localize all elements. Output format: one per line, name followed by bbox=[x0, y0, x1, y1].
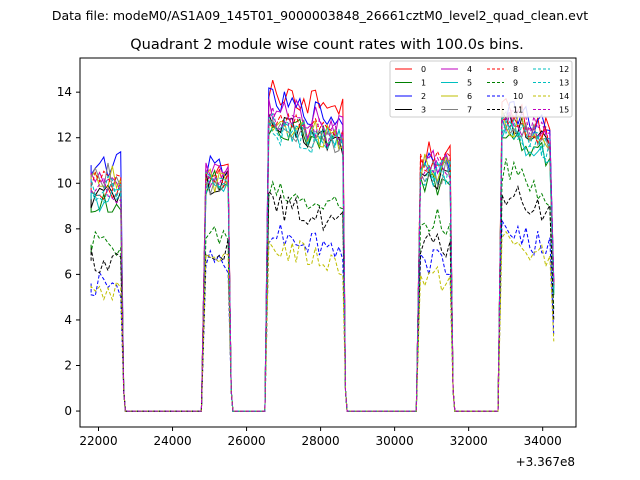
y-tick-label: 0 bbox=[64, 404, 72, 418]
series-line-8 bbox=[90, 112, 555, 412]
legend-label-2: 2 bbox=[421, 92, 426, 101]
legend-label-1: 1 bbox=[421, 79, 426, 88]
y-tick-label: 2 bbox=[64, 359, 72, 373]
series-line-3 bbox=[90, 110, 555, 412]
series-line-14 bbox=[90, 230, 555, 412]
series-line-9 bbox=[90, 158, 555, 412]
legend-label-7: 7 bbox=[467, 106, 472, 115]
x-tick-label: 34000 bbox=[524, 434, 562, 448]
series-line-6 bbox=[90, 108, 555, 412]
series-line-15 bbox=[90, 107, 555, 412]
x-offset-label: +3.367e8 bbox=[516, 455, 575, 469]
x-tick-label: 24000 bbox=[153, 434, 191, 448]
legend-label-11: 11 bbox=[513, 106, 523, 115]
legend-label-9: 9 bbox=[513, 79, 518, 88]
axes-frame bbox=[79, 57, 577, 428]
legend-label-10: 10 bbox=[513, 92, 523, 101]
y-tick-label: 4 bbox=[64, 313, 72, 327]
legend-label-3: 3 bbox=[421, 106, 426, 115]
legend-label-12: 12 bbox=[559, 65, 569, 74]
legend-label-14: 14 bbox=[559, 92, 569, 101]
series-line-13 bbox=[90, 112, 555, 412]
x-tick-label: 22000 bbox=[79, 434, 117, 448]
x-tick-label: 30000 bbox=[376, 434, 414, 448]
series-line-12 bbox=[90, 118, 555, 412]
legend-label-4: 4 bbox=[467, 65, 472, 74]
y-tick-label: 12 bbox=[57, 131, 72, 145]
legend-label-8: 8 bbox=[513, 65, 518, 74]
series-line-11 bbox=[90, 185, 555, 412]
x-tick-label: 28000 bbox=[302, 434, 340, 448]
chart-title: Quadrant 2 module wise count rates with … bbox=[130, 37, 524, 53]
y-tick-label: 10 bbox=[57, 176, 72, 190]
y-tick-label: 8 bbox=[64, 222, 72, 236]
series-line-5 bbox=[90, 119, 555, 412]
y-tick-label: 14 bbox=[57, 85, 72, 99]
data-file-label: Data file: modeM0/AS1A09_145T01_90000038… bbox=[52, 8, 588, 23]
legend-label-6: 6 bbox=[467, 92, 472, 101]
series-line-1 bbox=[90, 118, 555, 412]
series-line-10 bbox=[90, 219, 555, 412]
x-tick-label: 26000 bbox=[227, 434, 265, 448]
legend-label-5: 5 bbox=[467, 79, 472, 88]
x-tick-label: 32000 bbox=[450, 434, 488, 448]
legend-label-13: 13 bbox=[559, 79, 569, 88]
axis-ticks: 22000 24000 26000 28000 30000 32000 34000 0 2 4 6 8… bbox=[57, 85, 562, 448]
series-line-7 bbox=[90, 110, 555, 412]
legend-label-15: 15 bbox=[559, 106, 569, 115]
y-tick-label: 6 bbox=[64, 267, 72, 281]
plot-area bbox=[90, 79, 555, 412]
legend-box bbox=[389, 60, 573, 118]
series-line-4 bbox=[90, 98, 555, 412]
legend-label-0: 0 bbox=[421, 65, 426, 74]
